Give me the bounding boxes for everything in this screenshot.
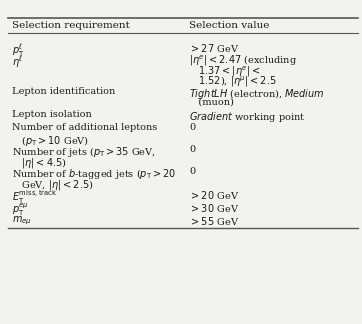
- Text: $E_{\mathrm{T}}^{\mathrm{miss,track}}$: $E_{\mathrm{T}}^{\mathrm{miss,track}}$: [12, 189, 58, 206]
- Text: $\mathit{Gradient}$ working point: $\mathit{Gradient}$ working point: [189, 110, 306, 124]
- Text: Lepton isolation: Lepton isolation: [12, 110, 92, 119]
- Text: 0: 0: [189, 145, 195, 154]
- Text: $> 20$ GeV: $> 20$ GeV: [189, 189, 239, 201]
- Text: 0: 0: [189, 123, 195, 132]
- Text: $1.37 < |\eta^{e}| <$: $1.37 < |\eta^{e}| <$: [189, 64, 261, 79]
- Text: ($p_{\mathrm{T}} > 10$ GeV): ($p_{\mathrm{T}} > 10$ GeV): [12, 133, 89, 147]
- Text: $1.52$), $|\eta^{\mu}| < 2.5$: $1.52$), $|\eta^{\mu}| < 2.5$: [189, 75, 277, 89]
- Text: $\eta^{\ell}$: $\eta^{\ell}$: [12, 54, 23, 70]
- Text: $p_{\mathrm{T}}^{\ell}$: $p_{\mathrm{T}}^{\ell}$: [12, 42, 24, 59]
- Text: 0: 0: [189, 167, 195, 176]
- Text: $p_{\mathrm{T}}^{e\mu}$: $p_{\mathrm{T}}^{e\mu}$: [12, 202, 29, 218]
- Text: $|\eta^{e}| < 2.47$ (excluding: $|\eta^{e}| < 2.47$ (excluding: [189, 54, 297, 68]
- Text: $|\eta| < 4.5$): $|\eta| < 4.5$): [12, 156, 67, 169]
- Text: $> 55$ GeV: $> 55$ GeV: [189, 215, 239, 227]
- Text: $> 27$ GeV: $> 27$ GeV: [189, 42, 239, 54]
- Text: $\mathit{TightLH}$ (electron), $\mathit{Medium}$: $\mathit{TightLH}$ (electron), $\mathit{…: [189, 87, 325, 101]
- Text: $> 30$ GeV: $> 30$ GeV: [189, 202, 239, 214]
- Text: $m_{e\mu}$: $m_{e\mu}$: [12, 215, 32, 227]
- Text: GeV, $|\eta| < 2.5$): GeV, $|\eta| < 2.5$): [12, 178, 93, 191]
- Text: (muon): (muon): [189, 98, 234, 107]
- Text: Selection value: Selection value: [189, 21, 269, 30]
- Text: Lepton identification: Lepton identification: [12, 87, 115, 96]
- Text: Number of jets ($p_{\mathrm{T}} > 35$ GeV,: Number of jets ($p_{\mathrm{T}} > 35$ Ge…: [12, 145, 156, 159]
- Text: Number of $b$-tagged jets ($p_{\mathrm{T}} > 20$: Number of $b$-tagged jets ($p_{\mathrm{T…: [12, 167, 176, 181]
- Text: Selection requirement: Selection requirement: [12, 21, 130, 30]
- Text: Number of additional leptons: Number of additional leptons: [12, 123, 157, 132]
